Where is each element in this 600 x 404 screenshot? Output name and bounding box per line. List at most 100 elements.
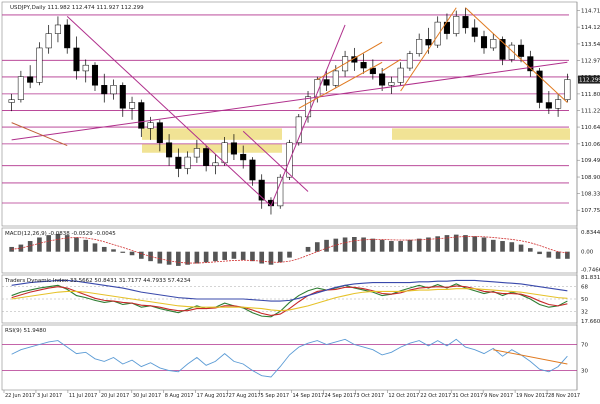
candle-body: [258, 179, 265, 201]
candle-body: [17, 76, 24, 100]
candle-body: [323, 79, 330, 86]
x-tick-label: 22 Oct 2017: [420, 393, 451, 399]
price-tick-label: 110.645: [581, 125, 600, 131]
candle-body: [453, 16, 460, 34]
x-tick-label: 30 Jul 2017: [133, 393, 161, 399]
price-zone: [142, 144, 282, 153]
price-tick-label: 109.490: [581, 158, 600, 164]
x-tick-label: 11 Jul 2017: [69, 393, 97, 399]
tdi-series-line: [11, 283, 568, 318]
candle-body: [416, 39, 423, 54]
trend-line: [66, 15, 272, 207]
candle-body: [249, 159, 256, 181]
candle-body: [147, 122, 154, 129]
candle-body: [406, 53, 413, 69]
candle-body: [156, 122, 163, 143]
price-tick-label: 111.800: [581, 92, 600, 98]
candle-body: [175, 156, 182, 169]
tdi-title: Traders Dynamic Index 33.5662 50.8431 31…: [4, 278, 191, 284]
x-tick-label: 17 Aug 2017: [197, 393, 229, 399]
price-tick-label: 113.540: [581, 42, 600, 48]
candle-body: [82, 64, 89, 72]
x-tick-label: 22 Jun 2017: [5, 393, 35, 399]
candle-body: [379, 73, 386, 86]
candle-body: [193, 148, 200, 158]
price-tick-label: 114.710: [581, 8, 600, 14]
macd-title: MACD(12,26,9) -0.0838 -0.0529 -0.0045: [5, 231, 116, 237]
trend-line: [242, 130, 309, 192]
candle-body: [166, 142, 173, 158]
candle-body: [536, 70, 543, 103]
macd-tick-label: 0.00: [581, 250, 594, 256]
x-tick-label: 28 Nov 2017: [548, 393, 580, 399]
candle-body: [304, 96, 312, 118]
candle-body: [221, 142, 228, 164]
candle-body: [27, 76, 34, 83]
candle-body: [36, 47, 43, 83]
tdi-tick-label: 32: [581, 309, 588, 315]
tdi-tick-label: 50: [581, 297, 588, 303]
price-tick-label: 112.970: [581, 58, 600, 64]
price-tick-label: 110.060: [581, 142, 600, 148]
trend-line: [400, 7, 457, 92]
candle-body: [462, 16, 469, 29]
rsi-trend-line: [493, 349, 568, 365]
price-tick-label: 114.125: [581, 25, 600, 31]
candle-body: [212, 162, 219, 166]
candle-body: [45, 33, 52, 49]
price-tick-label: 107.750: [581, 208, 600, 214]
candle-body: [8, 99, 15, 103]
trend-line: [465, 7, 568, 103]
candle-body: [138, 102, 145, 129]
price-zone: [392, 128, 570, 140]
rsi-tick-label: 30: [581, 369, 588, 375]
x-tick-label: 9 Nov 2017: [484, 393, 513, 399]
candle-body: [230, 142, 237, 155]
candle-body: [425, 39, 432, 46]
tdi-series-line: [11, 279, 568, 302]
x-tick-label: 5 Sep 2017: [261, 393, 290, 399]
x-tick-label: 14 Sep 2017: [293, 393, 325, 399]
candle-body: [240, 153, 247, 161]
macd-tick-label: 0.8344: [581, 230, 600, 236]
x-tick-label: 31 Oct 2017: [452, 393, 483, 399]
candle-body: [54, 24, 61, 34]
trend-line: [11, 61, 568, 141]
price-tick-label: 111.220: [581, 109, 600, 115]
last-price-box: [578, 75, 600, 84]
candle-body: [101, 85, 108, 95]
trend-line: [317, 41, 383, 80]
candle-body: [277, 176, 284, 207]
x-tick-label: 3 Jul 2017: [37, 393, 62, 399]
x-tick-label: 24 Sep 2017: [324, 393, 356, 399]
rsi-title: RSI(9) 51.9480: [5, 328, 47, 334]
candle-body: [203, 148, 210, 166]
trend-line: [270, 24, 346, 207]
x-tick-label: 27 Aug 2017: [229, 393, 261, 399]
macd-signal-line: [11, 236, 568, 264]
candle-body: [295, 116, 302, 143]
candle-body: [73, 47, 80, 72]
candle-body: [129, 102, 136, 109]
candle-body: [508, 44, 515, 60]
rsi-line: [11, 338, 568, 378]
x-tick-label: 20 Jul 2017: [101, 393, 129, 399]
candle-body: [388, 82, 395, 86]
x-tick-label: 19 Nov 2017: [516, 393, 548, 399]
candle-body: [119, 85, 126, 109]
tdi-tick-label: 17.6601: [581, 319, 600, 325]
price-title: USDJPY,Daily 111.982 112.474 111.927 112…: [10, 5, 144, 11]
candle-body: [555, 99, 562, 109]
macd-tick-label: -0.7466: [581, 267, 600, 273]
candle-body: [499, 39, 506, 60]
last-price-label: 112.299: [579, 78, 600, 84]
price-zone: [142, 128, 282, 140]
tdi-series-line: [11, 288, 568, 312]
candle-body: [184, 156, 191, 169]
candle-body: [480, 36, 488, 49]
tdi-tick-label: 68: [581, 285, 588, 291]
candle-body: [545, 102, 552, 109]
candle-body: [564, 79, 571, 100]
